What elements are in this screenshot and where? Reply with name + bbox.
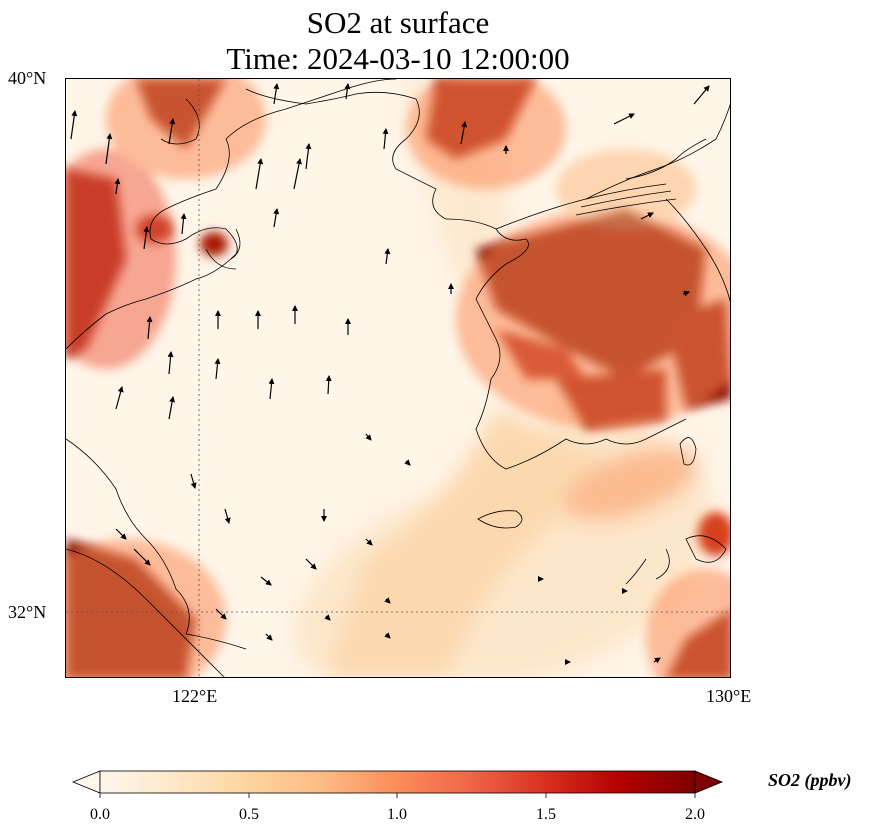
wind-arrow	[265, 633, 273, 641]
wind-arrow	[190, 473, 197, 489]
wind-arrow	[384, 632, 391, 639]
wind-arrow	[133, 548, 151, 566]
wind-arrow	[115, 386, 124, 410]
wind-arrow	[365, 538, 373, 546]
wind-arrow	[115, 528, 127, 540]
wind-arrow	[70, 110, 78, 140]
wind-arrow	[382, 128, 389, 150]
gridlines	[66, 79, 730, 677]
so2-map	[66, 79, 730, 677]
wind-arrow	[305, 143, 312, 170]
lat-label-32n: 32°N	[8, 602, 47, 622]
wind-arrow	[384, 597, 391, 604]
colorbar-extend-max	[694, 770, 724, 794]
wind-arrow	[365, 433, 372, 441]
wind-arrow	[260, 576, 272, 586]
colorbar-gradient	[99, 770, 696, 794]
wind-arrow	[305, 558, 317, 570]
wind-arrow	[180, 213, 187, 235]
lon-label-130e: 130°E	[706, 686, 752, 706]
colorbar-tick-1: 0.5	[239, 806, 259, 823]
wind-arrow	[460, 121, 468, 145]
so2-fringe	[66, 79, 730, 677]
wind-arrow	[224, 508, 231, 524]
wind-arrow	[255, 158, 264, 190]
lat-label-40n: 40°N	[8, 68, 47, 88]
wind-arrow	[273, 208, 280, 228]
colorbar-tick-3: 1.5	[536, 806, 556, 823]
wind-arrow	[384, 248, 391, 265]
lon-label-122e: 122°E	[172, 686, 218, 706]
wind-arrow	[105, 133, 113, 165]
wind-arrow	[167, 351, 174, 375]
map-panel	[65, 78, 731, 678]
wind-arrow	[324, 614, 331, 621]
wind-arrow	[344, 83, 351, 100]
wind-arrow	[143, 226, 150, 250]
wind-arrow	[268, 378, 275, 400]
wind-arrow	[325, 375, 332, 395]
wind-arrow	[114, 178, 121, 195]
colorbar-title: SO2 (ppbv)	[768, 770, 852, 790]
wind-arrow	[613, 113, 635, 125]
colorbar-tick-0: 0.0	[90, 806, 110, 823]
map-title: SO2 at surface	[306, 5, 490, 40]
wind-arrow	[168, 396, 176, 420]
colorbar-tick-4: 2.0	[685, 806, 705, 823]
wind-arrow	[215, 608, 227, 620]
wind-arrow	[640, 212, 654, 220]
wind-arrow	[273, 83, 280, 105]
wind-vectors	[70, 83, 710, 665]
wind-arrow	[693, 85, 710, 105]
map-subtitle-time: Time: 2024-03-10 12:00:00	[226, 41, 570, 76]
colorbar-tick-2: 1.0	[387, 806, 407, 823]
colorbar-ticks	[99, 793, 696, 798]
wind-arrow	[293, 158, 302, 190]
wind-arrow	[168, 118, 176, 145]
wind-arrow	[653, 657, 661, 664]
wind-arrow	[146, 316, 153, 340]
wind-arrow	[214, 358, 221, 380]
wind-arrow	[404, 459, 411, 466]
wind-arrow	[682, 290, 690, 297]
coastlines	[66, 79, 730, 677]
colorbar	[71, 770, 724, 798]
colorbar-extend-min	[71, 770, 101, 794]
